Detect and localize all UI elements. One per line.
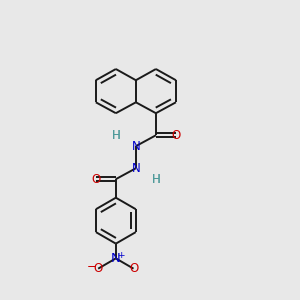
Text: O: O (129, 262, 138, 275)
Text: H: H (152, 172, 160, 186)
Text: H: H (152, 172, 160, 186)
Text: H: H (112, 129, 120, 142)
Text: O: O (91, 172, 101, 186)
Text: N: N (131, 140, 140, 153)
Text: +: + (117, 251, 125, 260)
Text: N: N (111, 252, 121, 265)
Text: N: N (131, 162, 140, 175)
Text: O: O (94, 262, 103, 275)
Text: −: − (87, 260, 97, 273)
Text: H: H (112, 129, 120, 142)
Text: O: O (171, 129, 181, 142)
